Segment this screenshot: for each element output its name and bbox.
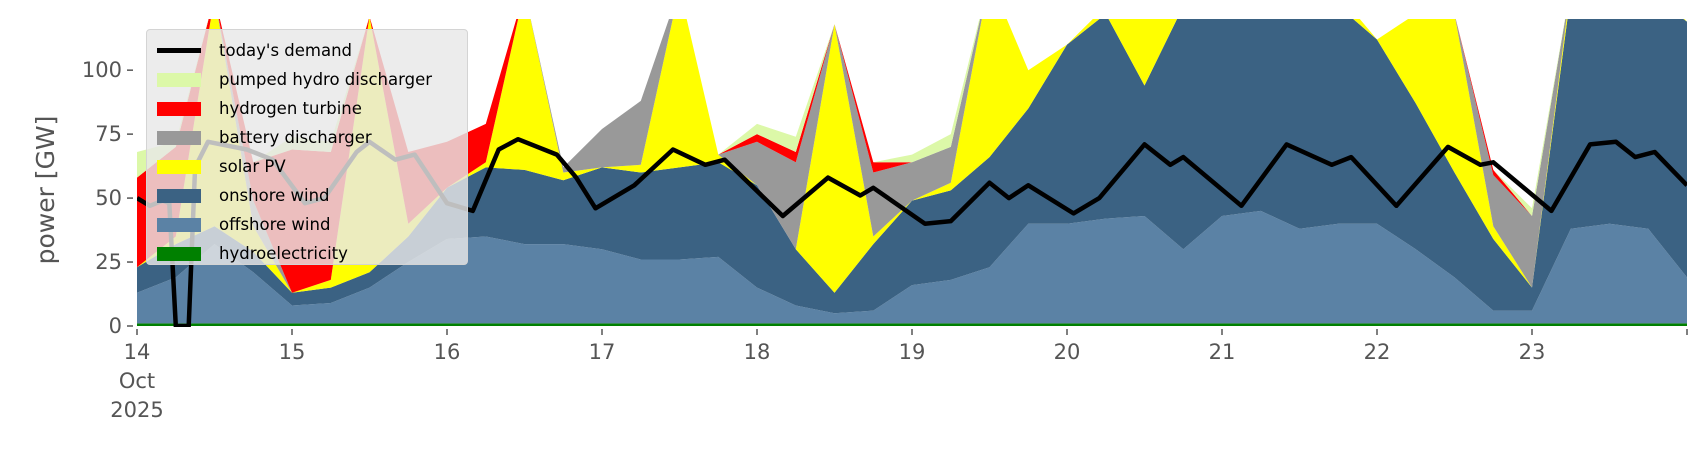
x-tick-label: 17 [589, 340, 616, 364]
legend-color-swatch [157, 101, 201, 116]
legend-item: onshore wind [157, 181, 467, 210]
area-solar-pv [137, 19, 1687, 293]
legend-color-swatch [157, 217, 201, 232]
legend-line-swatch [157, 48, 201, 53]
x-tick-label: 14 [124, 340, 151, 364]
legend-color-swatch [157, 130, 201, 145]
legend-item: today's demand [157, 36, 467, 65]
x-tick-label: 20 [1054, 340, 1081, 364]
legend-label: solar PV [219, 157, 286, 176]
legend-item: hydroelectricity [157, 239, 467, 268]
x-tick-label: 19 [899, 340, 926, 364]
x-tick-label: 2025 [110, 398, 163, 422]
y-tick-label: 25 [95, 250, 122, 274]
legend-item: solar PV [157, 152, 467, 181]
area-hydroelectricity [137, 323, 1687, 326]
legend-label: pumped hydro discharger [219, 70, 433, 89]
legend-color-swatch [157, 246, 201, 261]
x-tick-label: 23 [1519, 340, 1546, 364]
y-tick-label: 0 [109, 314, 122, 338]
legend-color-swatch [157, 188, 201, 203]
y-tick-label: 50 [95, 186, 122, 210]
legend-item: pumped hydro discharger [157, 65, 467, 94]
x-tick-label: 21 [1209, 340, 1236, 364]
x-tick-label: 16 [434, 340, 461, 364]
legend-color-swatch [157, 159, 201, 174]
y-axis: 0 25 50 75 100 [82, 58, 133, 338]
legend-label: today's demand [219, 41, 353, 60]
x-tick-label: 15 [279, 340, 306, 364]
legend-item: offshore wind [157, 210, 467, 239]
x-axis: 14 Oct 2025 15 16 17 18 19 20 21 22 23 [110, 329, 1688, 422]
y-tick-label: 75 [95, 122, 122, 146]
y-tick-label: 100 [82, 58, 122, 82]
legend-label: offshore wind [219, 215, 331, 234]
legend-color-swatch [157, 72, 201, 87]
x-tick-label: 22 [1364, 340, 1391, 364]
area-offshore-wind [137, 210, 1687, 324]
legend-label: hydrogen turbine [219, 99, 362, 118]
legend: today's demand pumped hydro discharger hyd… [146, 29, 468, 265]
area-battery-discharger [137, 19, 1687, 293]
y-axis-label: power [GW] [31, 116, 60, 265]
legend-label: onshore wind [219, 186, 330, 205]
legend-item: battery discharger [157, 123, 467, 152]
legend-item: hydrogen turbine [157, 94, 467, 123]
legend-label: hydroelectricity [219, 244, 348, 263]
area-onshore-wind [137, 19, 1687, 314]
x-tick-label: Oct [119, 369, 155, 393]
legend-label: battery discharger [219, 128, 372, 147]
x-tick-label: 18 [744, 340, 771, 364]
